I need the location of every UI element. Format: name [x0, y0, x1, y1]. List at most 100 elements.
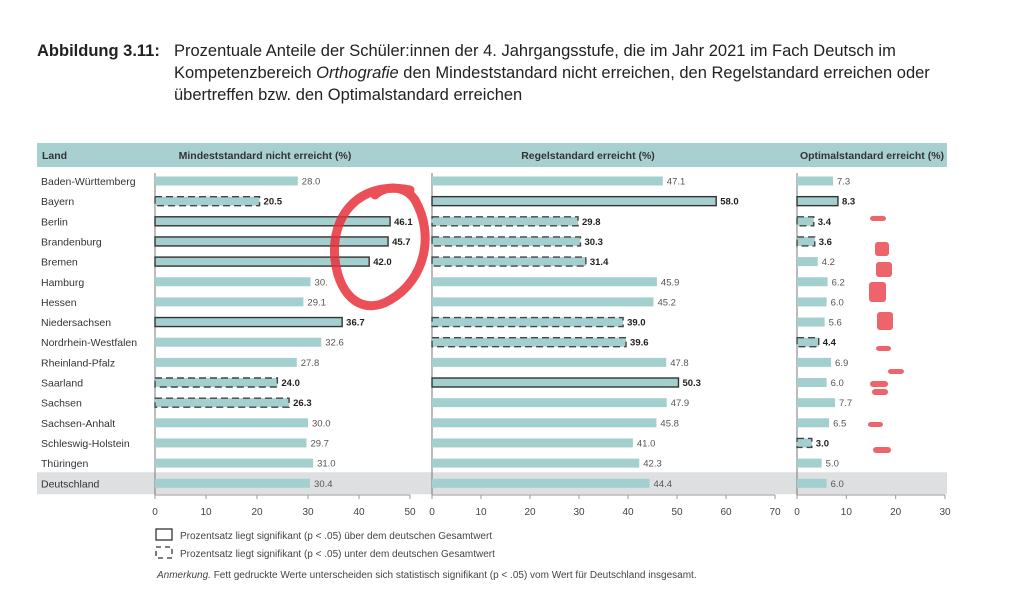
figure-number: Abbildung 3.11:: [37, 42, 160, 60]
data-label: 30.4: [314, 479, 333, 490]
row-label: Berlin: [41, 216, 68, 228]
data-label: 6.0: [831, 479, 844, 490]
row-label: Saarland: [41, 378, 83, 390]
row-label: Deutschland: [41, 478, 100, 490]
data-label: 29.7: [310, 438, 329, 449]
data-label: 58.0: [720, 197, 739, 208]
bar: [155, 418, 308, 428]
header-land: Land: [42, 150, 67, 162]
data-label: 5.6: [829, 318, 842, 329]
data-label: 41.0: [637, 438, 656, 449]
row-label: Sachsen-Anhalt: [41, 418, 115, 430]
bar: [154, 256, 370, 267]
title-text: Prozentuale Anteile der Schüler:innen de…: [174, 42, 896, 82]
bar: [432, 458, 640, 468]
bar: [797, 357, 832, 367]
x-tick-label: 30: [939, 507, 951, 518]
x-tick-label: 50: [404, 507, 416, 518]
row-label: Niedersachsen: [41, 317, 111, 329]
table-header: [37, 143, 947, 167]
x-tick-label: 40: [622, 507, 634, 518]
row-label: Brandenburg: [41, 236, 102, 248]
bar: [797, 458, 822, 468]
bar: [432, 357, 667, 367]
data-label: 42.3: [643, 459, 662, 470]
title-italic: Orthografie: [316, 64, 399, 82]
data-label: 6.5: [833, 418, 846, 429]
x-tick-label: 20: [524, 507, 536, 518]
bar: [155, 337, 322, 347]
bar: [155, 438, 307, 448]
bar: [431, 256, 587, 267]
hand-drawn-mark-annotation: [872, 389, 888, 395]
bar: [155, 176, 298, 186]
data-label: 27.8: [301, 358, 320, 369]
hand-drawn-mark-annotation: [888, 369, 904, 374]
bar: [797, 398, 835, 408]
data-label: 47.9: [671, 398, 690, 409]
data-label: 8.3: [842, 197, 855, 208]
row-label: Nordrhein-Westfalen: [41, 337, 137, 349]
data-label: 44.4: [654, 479, 673, 490]
row-label: Bayern: [41, 196, 74, 208]
data-label: 32.6: [325, 338, 344, 349]
data-label: 50.3: [682, 378, 701, 389]
bar: [432, 277, 657, 287]
hand-drawn-mark-annotation: [869, 282, 886, 302]
x-tick-label: 10: [200, 507, 212, 518]
x-tick-label: 70: [769, 507, 781, 518]
x-tick-label: 60: [720, 507, 732, 518]
data-label: 7.7: [839, 398, 852, 409]
data-label: 29.8: [582, 217, 601, 228]
bar: [431, 195, 717, 207]
data-label: 6.0: [831, 378, 844, 389]
bar: [432, 438, 633, 448]
bar: [797, 378, 827, 387]
bar: [797, 257, 818, 267]
data-label: 42.0: [373, 257, 392, 268]
bar: [797, 478, 827, 488]
data-label: 30.0: [312, 418, 331, 429]
row-label: Rheinland-Pfalz: [41, 357, 115, 369]
hand-drawn-mark-annotation: [877, 312, 893, 330]
x-tick-label: 10: [475, 507, 487, 518]
bar: [154, 397, 290, 408]
data-label: 24.0: [281, 378, 300, 389]
bar: [155, 478, 311, 488]
bar: [155, 277, 311, 287]
bar: [797, 317, 825, 327]
x-tick-label: 20: [251, 507, 263, 518]
header-panel-2: Regelstandard erreicht (%): [521, 150, 655, 162]
data-label: 45.8: [660, 418, 679, 429]
x-tick-label: 50: [671, 507, 683, 518]
hand-drawn-mark-annotation: [876, 262, 892, 277]
bar: [431, 236, 582, 247]
bar: [797, 176, 834, 186]
bar: [432, 297, 654, 307]
data-label: 28.0: [302, 177, 321, 188]
data-label: 31.0: [317, 459, 336, 470]
figure-title: Prozentuale Anteile der Schüler:innen de…: [174, 40, 974, 106]
note: Anmerkung. Fett gedruckte Werte untersch…: [156, 570, 697, 581]
x-tick-label: 0: [794, 507, 800, 518]
data-label: 31.4: [590, 257, 609, 268]
data-label: 4.2: [822, 257, 835, 268]
data-label: 39.6: [630, 338, 649, 349]
bar: [431, 377, 680, 388]
data-label: 30.3: [584, 237, 603, 248]
bar: [796, 337, 820, 348]
legend-above: Prozentsatz liegt signifikant (p < .05) …: [180, 531, 492, 542]
bar: [431, 216, 579, 227]
bar: [796, 216, 815, 227]
x-tick-label: 40: [353, 507, 365, 518]
data-label: 36.7: [346, 318, 365, 329]
x-tick-label: 30: [302, 507, 314, 518]
bar: [432, 398, 667, 408]
x-tick-label: 0: [152, 507, 158, 518]
hand-drawn-mark-annotation: [868, 422, 883, 427]
x-tick-label: 0: [429, 507, 435, 518]
data-label: 45.2: [657, 297, 676, 308]
row-label: Hamburg: [41, 277, 84, 289]
x-tick-label: 10: [841, 507, 853, 518]
